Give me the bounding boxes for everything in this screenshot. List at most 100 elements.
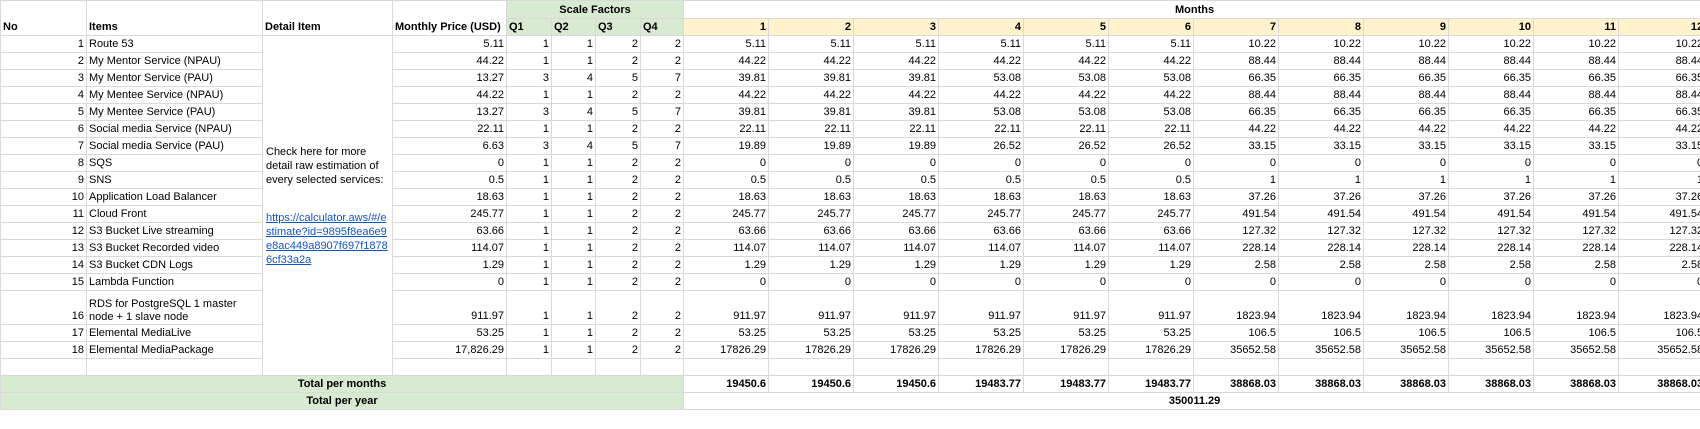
row-number-cell[interactable]: 14 [0, 256, 87, 274]
detail-item-cell[interactable]: Check here for more detail raw estimatio… [262, 35, 393, 376]
scale-factor-cell[interactable]: 2 [639, 52, 685, 70]
month-value-cell[interactable]: 44.22 [1278, 120, 1365, 138]
month-value-cell[interactable]: 44.22 [768, 86, 855, 104]
row-number-cell[interactable]: 1 [0, 35, 87, 53]
header-price[interactable]: Monthly Price (USD) [392, 0, 507, 36]
scale-factor-cell[interactable]: 4 [551, 69, 596, 87]
scale-factor-cell[interactable]: 2 [595, 273, 641, 291]
scale-factor-cell[interactable]: 2 [639, 273, 685, 291]
month-value-cell[interactable]: 88.44 [1193, 86, 1280, 104]
scale-factor-cell[interactable]: 1 [506, 154, 552, 172]
month-total-cell[interactable]: 38868.03 [1618, 375, 1700, 393]
month-value-cell[interactable]: 18.63 [768, 188, 855, 206]
month-total-cell[interactable]: 38868.03 [1448, 375, 1535, 393]
month-value-cell[interactable]: 18.63 [853, 188, 940, 206]
month-value-cell[interactable]: 0.5 [1023, 171, 1110, 189]
month-value-cell[interactable]: 245.77 [768, 205, 855, 223]
monthly-price-cell[interactable]: 13.27 [392, 69, 507, 87]
month-value-cell[interactable]: 114.07 [768, 239, 855, 257]
scale-factor-cell[interactable]: 1 [506, 35, 552, 53]
month-value-cell[interactable]: 0 [1448, 273, 1535, 291]
month-value-cell[interactable]: 53.25 [768, 324, 855, 342]
header-month-9[interactable]: 9 [1363, 18, 1450, 36]
scale-factor-cell[interactable]: 4 [551, 103, 596, 121]
month-value-cell[interactable]: 10.22 [1363, 35, 1450, 53]
month-value-cell[interactable]: 26.52 [1023, 137, 1110, 155]
month-value-cell[interactable]: 17826.29 [1023, 341, 1110, 359]
row-number-cell[interactable]: 9 [0, 171, 87, 189]
month-value-cell[interactable]: 106.5 [1278, 324, 1365, 342]
month-value-cell[interactable]: 1823.94 [1618, 290, 1700, 325]
monthly-price-cell[interactable]: 63.66 [392, 222, 507, 240]
month-value-cell[interactable]: 17826.29 [938, 341, 1025, 359]
item-name-cell[interactable]: SNS [86, 171, 263, 189]
scale-factor-cell[interactable]: 7 [639, 103, 685, 121]
month-value-cell[interactable]: 88.44 [1278, 86, 1365, 104]
empty-cell[interactable] [1108, 358, 1195, 376]
header-month-5[interactable]: 5 [1023, 18, 1110, 36]
month-value-cell[interactable]: 0 [1533, 154, 1620, 172]
month-value-cell[interactable]: 53.25 [938, 324, 1025, 342]
header-detail[interactable]: Detail Item [262, 0, 393, 36]
month-value-cell[interactable]: 35652.58 [1193, 341, 1280, 359]
month-value-cell[interactable]: 63.66 [938, 222, 1025, 240]
scale-factor-cell[interactable]: 4 [551, 137, 596, 155]
month-value-cell[interactable]: 1 [1363, 171, 1450, 189]
empty-cell[interactable] [1193, 358, 1280, 376]
month-value-cell[interactable]: 17826.29 [768, 341, 855, 359]
month-value-cell[interactable]: 10.22 [1278, 35, 1365, 53]
month-value-cell[interactable]: 106.5 [1448, 324, 1535, 342]
month-value-cell[interactable]: 1 [1533, 171, 1620, 189]
month-value-cell[interactable]: 0.5 [683, 171, 770, 189]
month-value-cell[interactable]: 53.25 [853, 324, 940, 342]
month-value-cell[interactable]: 10.22 [1193, 35, 1280, 53]
empty-cell[interactable] [0, 358, 87, 376]
month-value-cell[interactable]: 0 [1278, 273, 1365, 291]
empty-cell[interactable] [392, 358, 507, 376]
scale-factor-cell[interactable]: 2 [595, 35, 641, 53]
row-number-cell[interactable]: 2 [0, 52, 87, 70]
month-value-cell[interactable]: 5.11 [768, 35, 855, 53]
month-value-cell[interactable]: 1.29 [768, 256, 855, 274]
month-value-cell[interactable]: 88.44 [1618, 86, 1700, 104]
empty-cell[interactable] [683, 358, 770, 376]
empty-cell[interactable] [938, 358, 1025, 376]
month-value-cell[interactable]: 37.26 [1363, 188, 1450, 206]
scale-factor-cell[interactable]: 2 [639, 222, 685, 240]
total-per-year-label[interactable]: Total per year [0, 392, 685, 410]
month-value-cell[interactable]: 44.22 [1448, 120, 1535, 138]
month-value-cell[interactable]: 127.32 [1193, 222, 1280, 240]
month-value-cell[interactable]: 44.22 [1363, 120, 1450, 138]
row-number-cell[interactable]: 5 [0, 103, 87, 121]
month-value-cell[interactable]: 2.58 [1533, 256, 1620, 274]
month-value-cell[interactable]: 33.15 [1618, 137, 1700, 155]
month-value-cell[interactable]: 17826.29 [853, 341, 940, 359]
scale-factor-cell[interactable]: 2 [595, 171, 641, 189]
month-value-cell[interactable]: 0 [1448, 154, 1535, 172]
month-value-cell[interactable]: 228.14 [1448, 239, 1535, 257]
month-value-cell[interactable]: 0 [768, 273, 855, 291]
month-value-cell[interactable]: 0 [1023, 154, 1110, 172]
scale-factor-cell[interactable]: 1 [506, 222, 552, 240]
scale-factor-cell[interactable]: 2 [595, 188, 641, 206]
month-value-cell[interactable]: 245.77 [938, 205, 1025, 223]
month-value-cell[interactable]: 0.5 [853, 171, 940, 189]
month-value-cell[interactable]: 19.89 [768, 137, 855, 155]
month-value-cell[interactable]: 106.5 [1363, 324, 1450, 342]
month-total-cell[interactable]: 19450.6 [853, 375, 940, 393]
scale-factor-cell[interactable]: 2 [639, 205, 685, 223]
month-value-cell[interactable]: 911.97 [1108, 290, 1195, 325]
header-no[interactable]: No [0, 0, 87, 36]
monthly-price-cell[interactable]: 44.22 [392, 86, 507, 104]
month-value-cell[interactable]: 10.22 [1618, 35, 1700, 53]
scale-factor-cell[interactable]: 2 [639, 120, 685, 138]
item-name-cell[interactable]: My Mentor Service (PAU) [86, 69, 263, 87]
scale-factor-cell[interactable]: 1 [506, 188, 552, 206]
month-value-cell[interactable]: 127.32 [1448, 222, 1535, 240]
month-value-cell[interactable]: 33.15 [1448, 137, 1535, 155]
scale-factor-cell[interactable]: 2 [595, 222, 641, 240]
month-value-cell[interactable]: 39.81 [768, 69, 855, 87]
empty-cell[interactable] [639, 358, 685, 376]
month-value-cell[interactable]: 18.63 [1023, 188, 1110, 206]
month-value-cell[interactable]: 53.25 [683, 324, 770, 342]
